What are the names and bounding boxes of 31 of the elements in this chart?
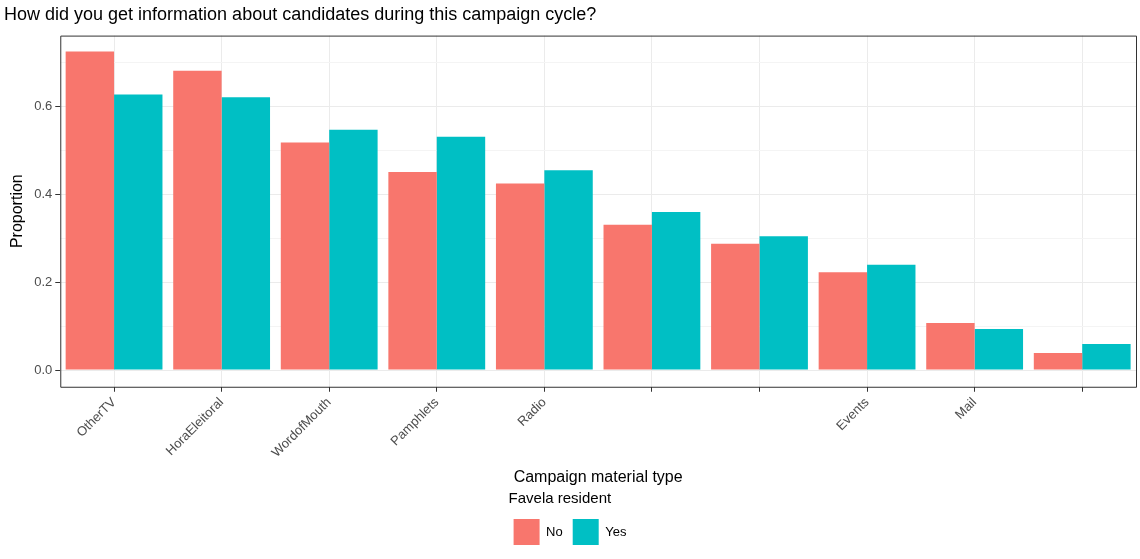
y-tick-label: 0.0 xyxy=(34,361,53,377)
bar xyxy=(173,70,222,370)
bar xyxy=(329,129,378,370)
legend-label: No xyxy=(546,523,563,539)
bar xyxy=(436,136,486,370)
y-tick-label: 0.4 xyxy=(34,185,53,201)
bar xyxy=(603,224,652,370)
bar xyxy=(1082,344,1131,370)
bar xyxy=(818,272,868,370)
bar xyxy=(280,142,330,370)
bar xyxy=(926,322,975,370)
bar xyxy=(1033,352,1083,370)
x-axis-title: Campaign material type xyxy=(513,467,683,485)
x-tick-label: Mail xyxy=(951,394,980,422)
bar xyxy=(114,94,163,370)
y-tick-label: 0.6 xyxy=(34,97,53,113)
bar xyxy=(544,170,593,370)
chart-title: How did you get information about candidates during this campaign cycle? xyxy=(4,3,597,24)
bar xyxy=(974,329,1024,370)
bar xyxy=(759,236,808,370)
bar xyxy=(495,183,545,370)
bar xyxy=(221,97,271,370)
bar xyxy=(388,172,437,370)
bar xyxy=(651,212,701,370)
y-axis-title: Proportion xyxy=(8,174,26,249)
y-tick-label: 0.2 xyxy=(34,273,53,289)
legend-title: Favela resident xyxy=(508,488,612,506)
bar xyxy=(867,264,916,370)
bar xyxy=(711,243,760,370)
bar xyxy=(65,51,115,370)
legend-label: Yes xyxy=(605,523,627,539)
